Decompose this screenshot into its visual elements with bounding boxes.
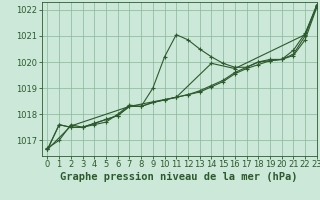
X-axis label: Graphe pression niveau de la mer (hPa): Graphe pression niveau de la mer (hPa) [60,172,298,182]
